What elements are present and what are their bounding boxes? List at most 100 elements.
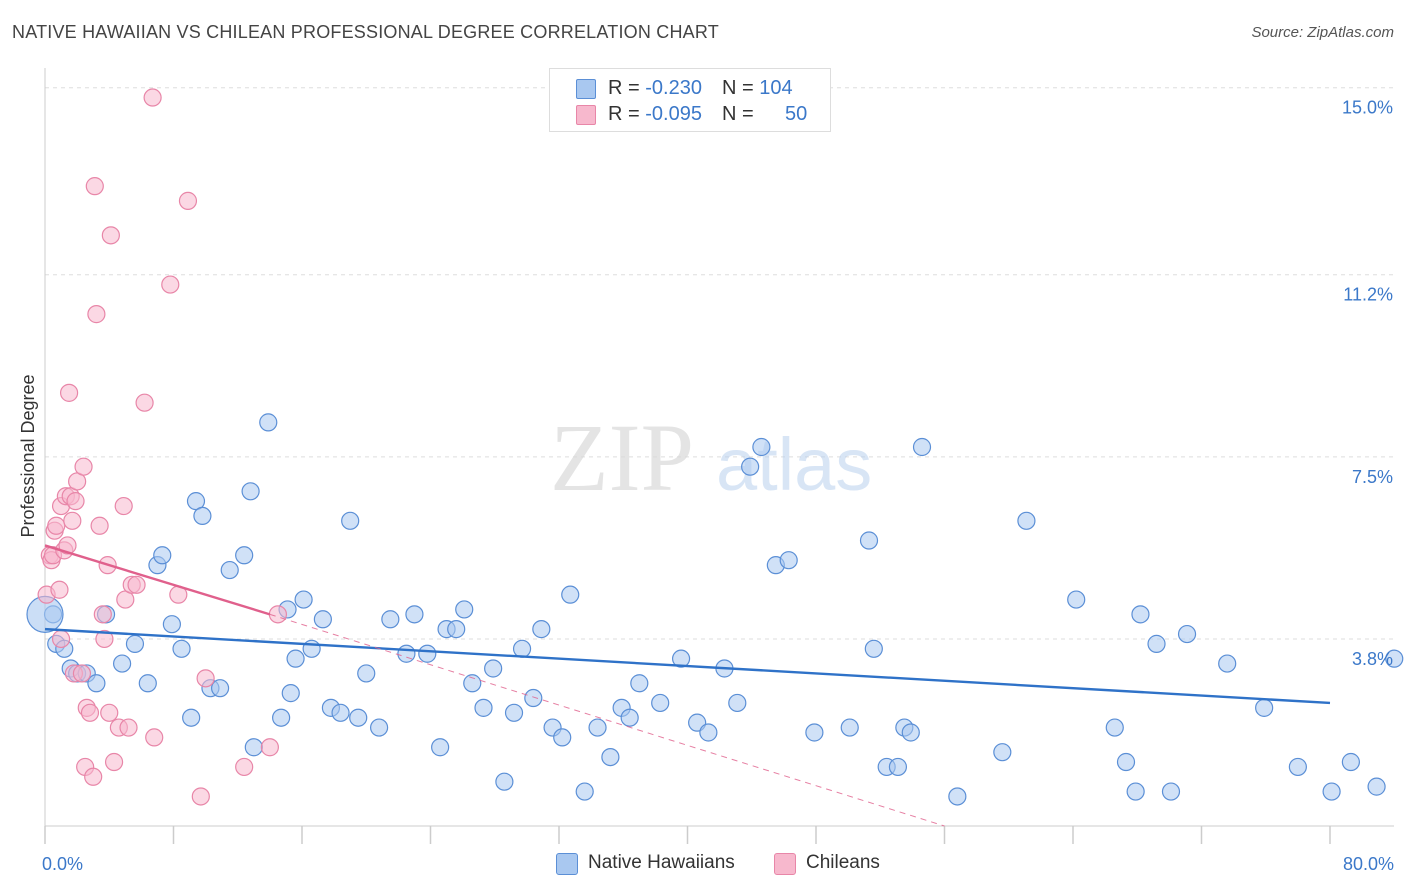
chilean-point	[59, 383, 79, 402]
n-label: N =	[721, 77, 760, 99]
native-hawaiian-point	[728, 693, 747, 713]
axes	[44, 68, 1394, 844]
native-hawaiian-point	[1067, 590, 1086, 609]
native-hawaiians-trend-line	[44, 627, 1331, 705]
native-hawaiian-point	[431, 738, 450, 757]
native-hawaiian-point	[651, 693, 670, 713]
native-hawaiian-point	[1385, 649, 1404, 668]
source-label: Source: ZipAtlas.com	[1251, 24, 1394, 41]
tick-labels: 3.8% 7.5% 11.2% 15.0% 0.0% 80.0%	[42, 98, 1394, 874]
chilean-point	[101, 226, 120, 245]
native-hawaiian-point	[341, 511, 360, 530]
native-hawaiian-point	[484, 659, 503, 678]
native-hawaiians-points	[26, 413, 1404, 806]
stats-legend: R = -0.230 N = 104 R = -0.095 N = 50	[549, 68, 831, 132]
chilean-point	[191, 787, 210, 806]
native-hawaiian-point	[302, 639, 321, 658]
watermark-zip: ZIP	[550, 404, 694, 511]
native-hawaiian-point	[699, 723, 718, 742]
native-hawaiian-point	[1126, 782, 1145, 801]
chilean-point	[66, 492, 85, 511]
chilean-point	[143, 88, 162, 107]
native-hawaiian-point	[1341, 752, 1360, 772]
native-hawaiian-point	[1288, 757, 1307, 777]
native-hawaiian-point	[193, 506, 212, 526]
native-hawaiian-point	[357, 664, 376, 683]
native-hawaiian-point	[575, 782, 594, 801]
trend-lines	[44, 544, 1331, 827]
native-hawaiian-point	[1131, 605, 1150, 624]
native-hawaiian-point	[272, 708, 291, 727]
blue-swatch	[576, 79, 596, 99]
r-label: R =	[608, 103, 646, 125]
native-hawaiian-point	[561, 585, 580, 604]
native-hawaiian-point	[524, 688, 543, 708]
native-hawaiian-point	[948, 787, 967, 806]
native-hawaiian-point	[235, 546, 254, 565]
chilean-point	[58, 536, 77, 555]
native-hawaiian-point	[381, 610, 400, 629]
chilean-point	[84, 767, 103, 786]
native-hawaiian-point	[1367, 777, 1386, 796]
native-hawaiian-point	[112, 654, 132, 673]
native-hawaiian-point	[370, 718, 389, 737]
native-hawaiian-point	[1116, 752, 1136, 772]
chileans-trend-line	[44, 544, 271, 616]
chilean-point	[74, 457, 93, 476]
native-hawaiian-point	[447, 620, 466, 639]
native-hawaiian-point	[286, 649, 305, 668]
chilean-point	[114, 496, 133, 516]
native-hawaiian-point	[601, 747, 620, 767]
native-hawaiian-point	[993, 743, 1012, 762]
n-value: 104	[759, 77, 793, 99]
native-hawaiian-point	[912, 437, 932, 457]
native-hawaiian-point	[331, 703, 350, 722]
pink-swatch	[576, 105, 596, 125]
chilean-point	[85, 177, 104, 196]
native-hawaiian-point	[504, 703, 524, 722]
chilean-point	[100, 703, 119, 722]
chilean-point	[104, 752, 124, 772]
native-hawaiian-point	[153, 546, 172, 565]
y-tick-label: 11.2%	[1343, 285, 1393, 305]
native-hawaiian-point	[1177, 624, 1197, 644]
chart-title: NATIVE HAWAIIAN VS CHILEAN PROFESSIONAL …	[12, 22, 719, 42]
chilean-point	[93, 605, 112, 624]
native-hawaiian-point	[455, 600, 474, 619]
watermark: ZIP atlas	[550, 404, 872, 511]
y-axis-label: Professional Degree	[18, 374, 38, 537]
native-hawaiian-point	[741, 457, 760, 476]
chilean-point	[235, 757, 254, 777]
native-hawaiian-point	[752, 437, 771, 457]
native-hawaiian-point	[162, 615, 181, 634]
native-hawaiian-point	[805, 723, 824, 742]
native-hawaiian-point	[294, 590, 313, 609]
native-hawaiian-point	[1161, 782, 1181, 801]
native-hawaiian-point	[182, 708, 201, 727]
pink-swatch	[774, 853, 796, 875]
native-hawaiian-point	[1322, 782, 1341, 801]
native-hawaiian-point	[418, 644, 437, 663]
native-hawaiian-point	[463, 674, 482, 693]
native-hawaiian-point	[620, 708, 639, 727]
native-hawaiian-point	[172, 639, 191, 658]
native-hawaiian-point	[840, 718, 859, 737]
native-hawaiian-point	[244, 738, 263, 757]
chilean-point	[127, 575, 146, 594]
legend-label: Chileans	[806, 852, 880, 873]
n-value: 50	[784, 103, 808, 125]
native-hawaiian-point	[1017, 511, 1036, 530]
native-hawaiian-point	[1255, 698, 1274, 717]
chilean-point	[80, 703, 100, 722]
chilean-point	[119, 718, 138, 737]
r-label: R =	[608, 77, 646, 99]
chilean-point	[161, 275, 180, 294]
native-hawaiian-point	[532, 620, 551, 639]
native-hawaiian-point	[671, 649, 691, 668]
x-tick-label: 80.0%	[1343, 854, 1394, 874]
native-hawaiian-point	[779, 551, 798, 570]
chilean-point	[72, 664, 92, 683]
native-hawaiian-point	[220, 560, 239, 580]
native-hawaiian-point	[495, 772, 514, 791]
